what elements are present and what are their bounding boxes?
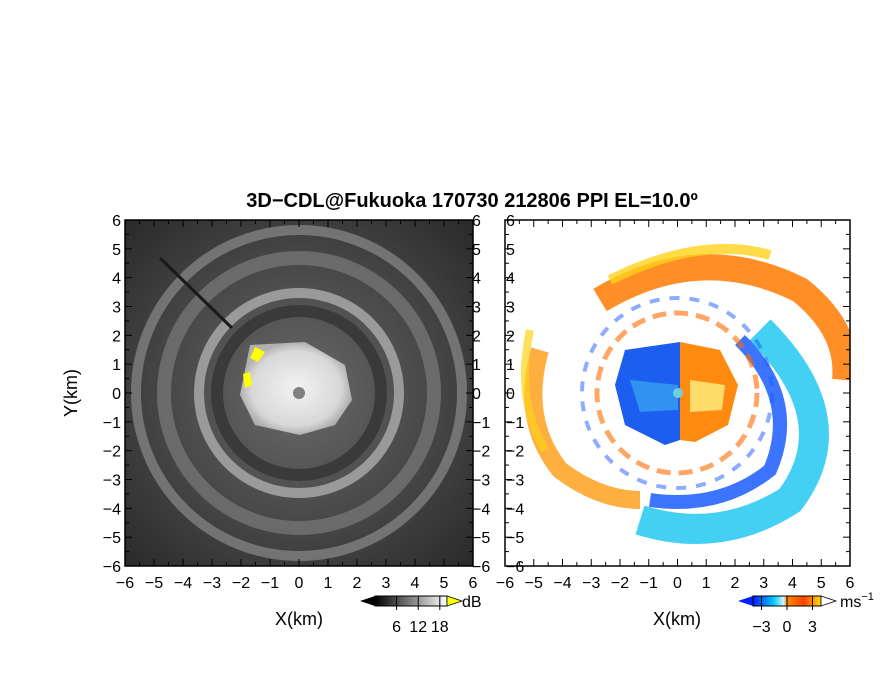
y-tick-label: 4 (506, 271, 515, 288)
x-tick-label: −6 (496, 575, 514, 592)
x-tick-label: 0 (295, 575, 304, 592)
x-tick-label: −5 (145, 575, 163, 592)
y-tick-label-right: −6 (472, 559, 490, 576)
colorbar-tick-label: 6 (392, 619, 401, 636)
x-tick-label: 3 (382, 575, 391, 592)
x-tick-label: −4 (174, 575, 192, 592)
y-tick-label: −1 (506, 415, 524, 432)
y-tick-label: −1 (103, 415, 121, 432)
reflectivity-colorbar: 6 12 18 dB (360, 594, 482, 636)
y-tick-label-right: 2 (472, 328, 481, 345)
colorbar-tick-label: 0 (783, 619, 792, 636)
y-tick-label: 3 (506, 300, 515, 317)
x-tick-label: −2 (232, 575, 250, 592)
x-tick-label: 2 (731, 575, 740, 592)
x-tick-label: 5 (440, 575, 449, 592)
y-tick-label-right: 1 (472, 357, 481, 374)
x-tick-label: 1 (702, 575, 711, 592)
reflectivity-colorbar-unit: dB (462, 594, 482, 611)
x-tick-label: −6 (116, 575, 134, 592)
y-tick-label: 0 (506, 386, 515, 403)
y-tick-label: 1 (506, 357, 515, 374)
chart-title: 3D−CDL@Fukuoka 170730 212806 PPI EL=10.0… (246, 190, 698, 212)
x-tick-label: −5 (525, 575, 543, 592)
colorbar-tick-label: 12 (409, 619, 427, 636)
x-tick-label: 4 (411, 575, 420, 592)
x-tick-label: 0 (673, 575, 682, 592)
x-tick-label: −3 (203, 575, 221, 592)
x-tick-label: −2 (611, 575, 629, 592)
y-tick-label-right: −4 (472, 501, 490, 518)
y-tick-label-right: 5 (472, 242, 481, 259)
y-tick-label: 5 (506, 242, 515, 259)
y-tick-label: −2 (103, 444, 121, 461)
y-tick-label: −4 (506, 501, 524, 518)
x-tick-label: 3 (759, 575, 768, 592)
y-tick-label: −2 (506, 444, 524, 461)
y-tick-label-right: −1 (472, 415, 490, 432)
reflectivity-ticks: −6 −5 −4 −3 −2 −1 0 1 2 3 4 5 66 65 54 43 32 21 10 0−1 −1−2−… (103, 213, 491, 592)
velocity-x-axis-label: X(km) (653, 609, 701, 629)
y-tick-label-right: 6 (472, 213, 481, 230)
y-tick-label-right: 3 (472, 300, 481, 317)
y-tick-label-right: −2 (472, 444, 490, 461)
y-tick-label: 6 (506, 213, 515, 230)
y-tick-label: 2 (112, 328, 121, 345)
reflectivity-panel: −6 −5 −4 −3 −2 −1 0 1 2 3 4 5 66 65 54 43 32 21 10 0−1 −1−2−… (103, 213, 491, 592)
y-tick-label: −3 (103, 473, 121, 490)
x-tick-label: 6 (469, 575, 478, 592)
x-tick-label: 6 (846, 575, 855, 592)
y-tick-label-right: −3 (472, 473, 490, 490)
reflectivity-image (125, 220, 473, 566)
y-tick-label: 5 (112, 242, 121, 259)
x-tick-label: 1 (324, 575, 333, 592)
x-tick-label: −1 (261, 575, 279, 592)
y-tick-label: −6 (103, 559, 121, 576)
colorbar-tick-label: 3 (808, 619, 817, 636)
y-tick-label: 6 (112, 213, 121, 230)
velocity-image (505, 220, 850, 566)
y-tick-label: −6 (506, 559, 524, 576)
x-tick-label: 5 (817, 575, 826, 592)
y-tick-label: 0 (112, 386, 121, 403)
y-tick-label: −5 (506, 530, 524, 547)
y-tick-label: 2 (506, 328, 515, 345)
x-tick-label: −4 (553, 575, 571, 592)
x-tick-label: 2 (353, 575, 362, 592)
y-tick-label: −5 (103, 530, 121, 547)
reflectivity-y-axis-label: Y(km) (61, 369, 81, 417)
colorbar-tick-label: −3 (752, 619, 770, 636)
x-tick-label: −3 (582, 575, 600, 592)
colorbar-tick-label: 18 (431, 619, 449, 636)
velocity-colorbar: −3 0 3 ms−1 (738, 591, 874, 636)
velocity-colorbar-unit: ms−1 (840, 591, 874, 611)
y-tick-label-right: 4 (472, 271, 481, 288)
y-tick-label-right: 0 (472, 386, 481, 403)
y-tick-label-right: −5 (472, 530, 490, 547)
reflectivity-x-axis-label: X(km) (275, 609, 323, 629)
y-tick-label: −3 (506, 473, 524, 490)
y-tick-label: −4 (103, 501, 121, 518)
y-tick-label: 4 (112, 271, 121, 288)
x-tick-label: 4 (788, 575, 797, 592)
y-tick-label: 3 (112, 300, 121, 317)
y-tick-label: 1 (112, 357, 121, 374)
x-tick-label: −1 (640, 575, 658, 592)
